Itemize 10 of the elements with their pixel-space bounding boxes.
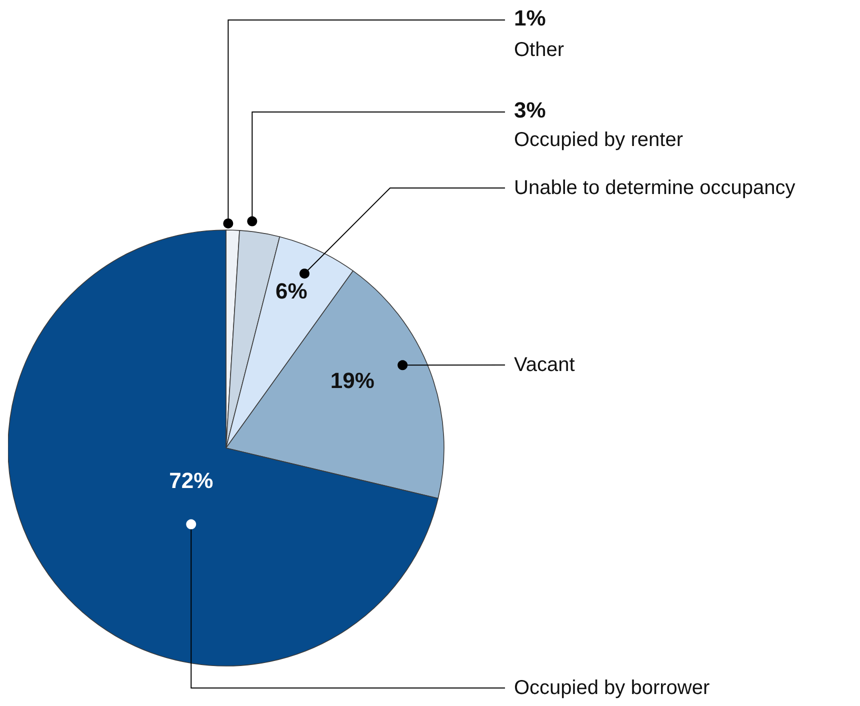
slice-label: Vacant [514,354,576,376]
data-label: 19% [330,368,374,393]
data-label: 72% [169,468,214,494]
slice-label: Occupied by borrower [514,677,710,699]
slice-label: Occupied by renter [514,129,684,151]
data-label: 1% [514,6,546,30]
data-label: 3% [514,98,546,122]
slice-label: Unable to determine occupancy [514,177,796,199]
slice-label: Other [514,39,564,61]
data-label: 6% [276,278,308,304]
